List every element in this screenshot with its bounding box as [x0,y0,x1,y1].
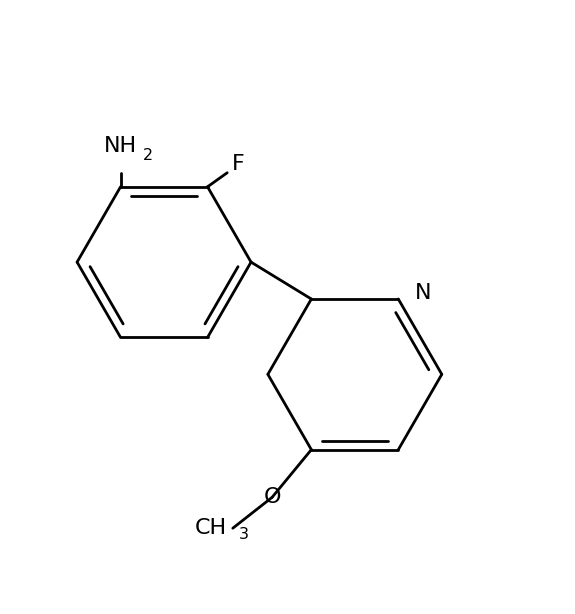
Text: CH: CH [195,518,227,538]
Text: O: O [263,488,281,507]
Text: NH: NH [104,136,137,156]
Text: N: N [415,284,432,303]
Text: 3: 3 [239,527,248,542]
Text: F: F [232,154,245,174]
Text: 2: 2 [143,147,152,163]
